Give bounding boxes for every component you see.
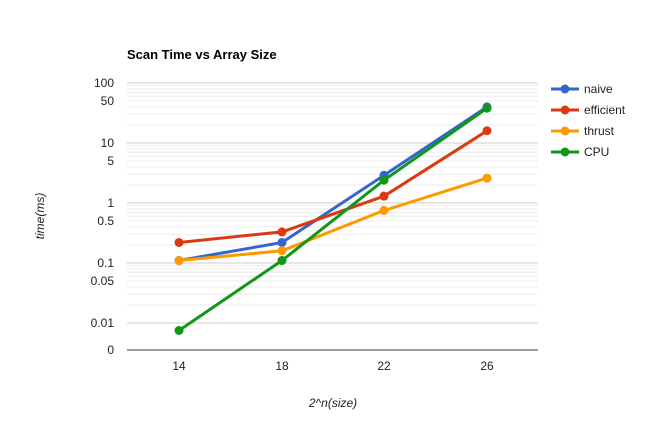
series-lines (174, 102, 492, 335)
legend-label: naive (584, 82, 613, 96)
legend-label: efficient (584, 103, 626, 117)
y-tick-label: 0.1 (97, 256, 114, 270)
legend: naive efficient thrust CPU (551, 82, 626, 159)
data-point (277, 256, 287, 266)
legend-swatch-marker (560, 126, 570, 136)
data-point (482, 103, 492, 113)
series-line (178, 129, 488, 244)
data-point (277, 237, 287, 247)
data-point (277, 246, 287, 256)
chart-title: Scan Time vs Array Size (127, 47, 277, 62)
data-point (379, 205, 389, 215)
series-thrust (174, 173, 492, 266)
series-efficient (174, 126, 492, 247)
legend-item: efficient (551, 103, 626, 117)
data-point (174, 237, 184, 247)
data-point (379, 175, 389, 185)
y-tick-label: 50 (101, 94, 115, 108)
data-point (174, 256, 184, 266)
x-tick-label: 22 (377, 359, 391, 373)
y-tick-label: 0.05 (91, 274, 115, 288)
x-axis-ticks: 14 18 22 26 (172, 359, 494, 373)
legend-item: CPU (551, 145, 609, 159)
legend-label: CPU (584, 145, 609, 159)
series-line (178, 105, 488, 262)
series-naive (174, 102, 492, 266)
y-tick-label: 1 (107, 196, 114, 210)
y-tick-label: 100 (94, 76, 114, 90)
legend-item: thrust (551, 124, 615, 138)
y-axis-ticks: 100 50 10 5 1 0.5 0.1 0.05 0.01 0 (91, 76, 115, 357)
legend-swatch-marker (560, 105, 570, 115)
y-tick-label: 0 (107, 343, 114, 357)
data-point (277, 227, 287, 237)
x-axis-title: 2^n(size) (308, 396, 357, 410)
x-tick-label: 14 (172, 359, 186, 373)
x-tick-label: 18 (275, 359, 289, 373)
y-tick-label: 10 (101, 136, 115, 150)
y-tick-label: 0.5 (97, 214, 114, 228)
series-line (178, 106, 488, 332)
y-tick-label: 5 (107, 154, 114, 168)
legend-swatch-marker (560, 84, 570, 94)
legend-swatch-marker (560, 147, 570, 157)
series-line (178, 176, 488, 262)
x-tick-label: 26 (480, 359, 494, 373)
data-point (174, 325, 184, 335)
series-cpu (174, 103, 492, 335)
data-point (482, 173, 492, 183)
data-point (482, 126, 492, 136)
y-tick-label: 0.01 (91, 316, 115, 330)
y-axis-title: time(ms) (33, 193, 47, 240)
legend-item: naive (551, 82, 613, 96)
data-point (379, 191, 389, 201)
gridlines (127, 82, 538, 351)
legend-label: thrust (584, 124, 615, 138)
